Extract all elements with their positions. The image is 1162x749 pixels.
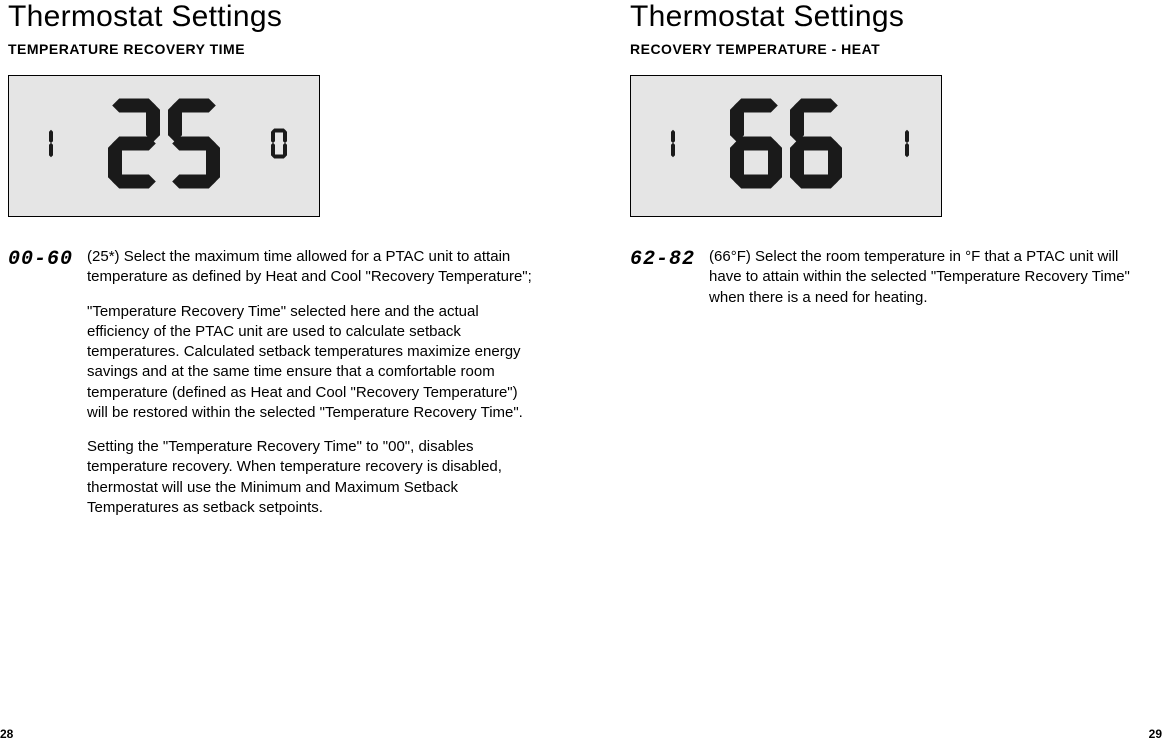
range-row: 00-60 (25*) Select the maximum time allo… (8, 247, 532, 532)
lcd-display (630, 75, 942, 217)
paragraph: (25*) Select the maximum time allowed fo… (87, 247, 532, 288)
range-label: 00-60 (8, 248, 73, 271)
page-right: Thermostat Settings RECOVERY TEMPERATURE… (622, 0, 1162, 749)
lcd-display (8, 75, 320, 217)
body-text: (25*) Select the maximum time allowed fo… (87, 247, 532, 532)
paragraph: (66°F) Select the room temperature in °F… (709, 247, 1154, 308)
range-label: 62-82 (630, 248, 695, 271)
range-row: 62-82 (66°F) Select the room temperature… (630, 247, 1154, 322)
lcd-big (104, 99, 224, 194)
page-title: Thermostat Settings (630, 0, 1154, 33)
body-text: (66°F) Select the room temperature in °F… (709, 247, 1154, 322)
section-subtitle: TEMPERATURE RECOVERY TIME (8, 41, 532, 57)
page-left: Thermostat Settings TEMPERATURE RECOVERY… (0, 0, 540, 749)
lcd-big (726, 99, 846, 194)
page-title: Thermostat Settings (8, 0, 532, 33)
page-number: 28 (0, 727, 13, 741)
section-subtitle: RECOVERY TEMPERATURE - HEAT (630, 41, 1154, 57)
lcd-small-right (889, 129, 913, 164)
lcd-small-right (267, 129, 291, 164)
page-number: 29 (1149, 727, 1162, 741)
paragraph: "Temperature Recovery Time" selected her… (87, 302, 532, 424)
lcd-small-left (655, 129, 679, 164)
lcd-small-left (33, 129, 57, 164)
paragraph: Setting the "Temperature Recovery Time" … (87, 437, 532, 518)
